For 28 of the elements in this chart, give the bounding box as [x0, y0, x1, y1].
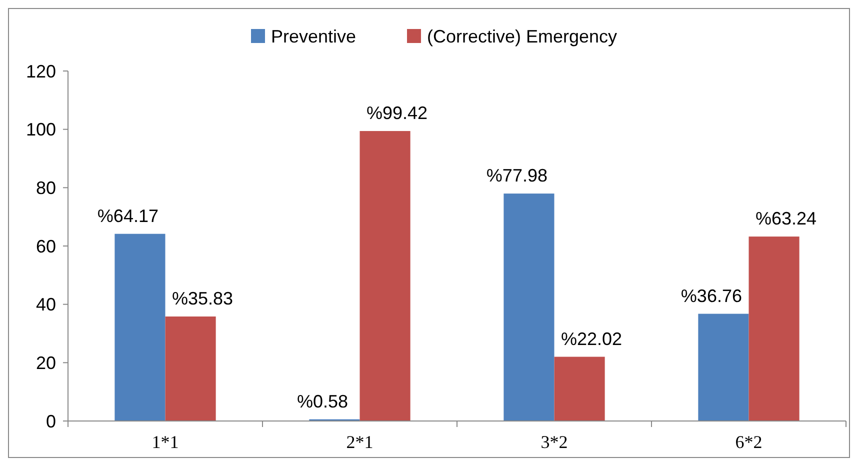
bar: [554, 356, 605, 421]
bar: [165, 316, 216, 421]
data-label: %63.24: [756, 208, 817, 229]
y-tick-label: 20: [36, 352, 56, 373]
x-tick-label: 3*2: [540, 432, 568, 452]
y-tick-label: 100: [26, 120, 56, 140]
legend-label: Preventive: [271, 26, 356, 46]
bar: [360, 131, 410, 421]
data-label: %22.02: [561, 328, 622, 349]
bar: [748, 236, 800, 421]
data-label: %0.58: [296, 391, 348, 412]
data-label: %35.83: [172, 288, 234, 308]
data-label: %99.42: [366, 103, 428, 124]
x-tick-label: 2*1: [346, 432, 374, 452]
y-tick-label: 80: [36, 178, 56, 198]
data-label: %64.17: [97, 206, 158, 226]
bar: [504, 194, 554, 421]
data-label: %77.98: [486, 166, 548, 186]
y-tick-label: 0: [46, 411, 56, 432]
x-tick-label: 1*1: [152, 432, 179, 452]
legend-label: (Corrective) Emergency: [427, 26, 618, 46]
x-tick-label: 6*2: [735, 432, 762, 452]
data-label: %36.76: [680, 286, 742, 306]
y-tick-label: 120: [26, 61, 56, 82]
bar: [698, 314, 749, 421]
y-tick-label: 40: [36, 294, 56, 315]
y-tick-label: 60: [36, 236, 56, 256]
bar: [114, 234, 166, 421]
